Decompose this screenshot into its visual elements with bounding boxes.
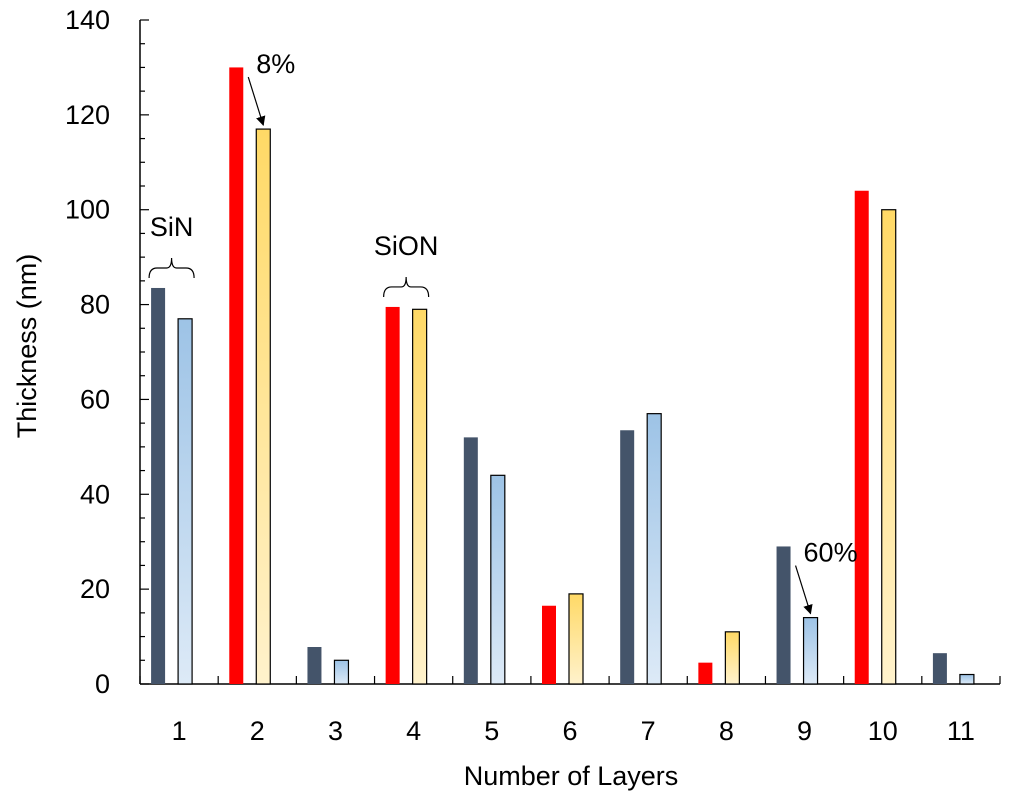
bar-series1-layer-6 <box>542 605 556 684</box>
x-tick-label: 3 <box>328 716 343 746</box>
y-tick-label: 80 <box>80 290 110 320</box>
bar-series1-layer-11 <box>932 653 947 684</box>
x-tick-label: 4 <box>406 716 421 746</box>
bar-series1-layer-5 <box>463 437 478 684</box>
bar-series2-layer-4 <box>412 308 428 685</box>
x-tick-label: 1 <box>172 716 187 746</box>
x-tick-label: 7 <box>641 716 656 746</box>
bar-series1-layer-3 <box>307 647 322 684</box>
x-tick-label: 8 <box>719 716 734 746</box>
x-tick-label: 2 <box>250 716 265 746</box>
arrow-layer-2 <box>247 76 266 127</box>
annotation-sin: SiN <box>150 212 194 242</box>
bar-series2-layer-3 <box>333 659 350 685</box>
bar-series1-layer-2 <box>229 67 244 684</box>
x-tick-label: 6 <box>562 716 577 746</box>
x-tick-label: 9 <box>797 716 812 746</box>
arrow-layer-9 <box>794 565 813 615</box>
bar-series2-layer-7 <box>646 413 662 685</box>
y-tick-label: 120 <box>65 100 110 130</box>
y-tick-label: 20 <box>80 574 110 604</box>
bar-series1-layer-8 <box>698 662 713 684</box>
annotation-60-percent: 60% <box>804 538 858 568</box>
bar-series1-layer-7 <box>620 430 635 684</box>
bar-series1-layer-4 <box>385 306 400 684</box>
bracket-sion <box>383 276 430 297</box>
y-axis-title: Thickness (nm) <box>12 254 42 439</box>
y-tick-label: 140 <box>65 5 110 35</box>
x-axis-title: Number of Layers <box>464 761 679 791</box>
x-tick-label: 10 <box>868 716 898 746</box>
x-tick-label: 11 <box>947 716 975 746</box>
y-tick-label: 100 <box>65 195 110 225</box>
bar-series2-layer-1 <box>177 318 193 685</box>
bar-series2-layer-9 <box>802 616 819 685</box>
annotation-8-percent: 8% <box>256 49 295 79</box>
y-tick-label: 60 <box>80 384 110 414</box>
bar-series2-layer-5 <box>490 474 506 685</box>
annotation-sion: SiON <box>374 231 439 261</box>
x-tick-label: 5 <box>484 716 499 746</box>
bar-series2-layer-11 <box>959 673 975 685</box>
bar-series2-layer-10 <box>881 209 897 685</box>
bar-series2-layer-2 <box>255 128 271 685</box>
y-tick-label: 40 <box>80 479 110 509</box>
bar-series2-layer-8 <box>724 631 740 685</box>
bracket-sin <box>148 257 195 278</box>
plot-area: 0 20 40 60 80 100 120 140 1 2 3 4 5 6 7 8 9 10 11 SiN SiON 8%… <box>65 5 1001 746</box>
bar-series1-layer-1 <box>151 287 166 684</box>
bar-series1-layer-10 <box>854 190 869 684</box>
y-tick-label: 0 <box>95 669 110 699</box>
bar-series1-layer-9 <box>776 546 791 684</box>
bar-series2-layer-6 <box>568 593 584 685</box>
